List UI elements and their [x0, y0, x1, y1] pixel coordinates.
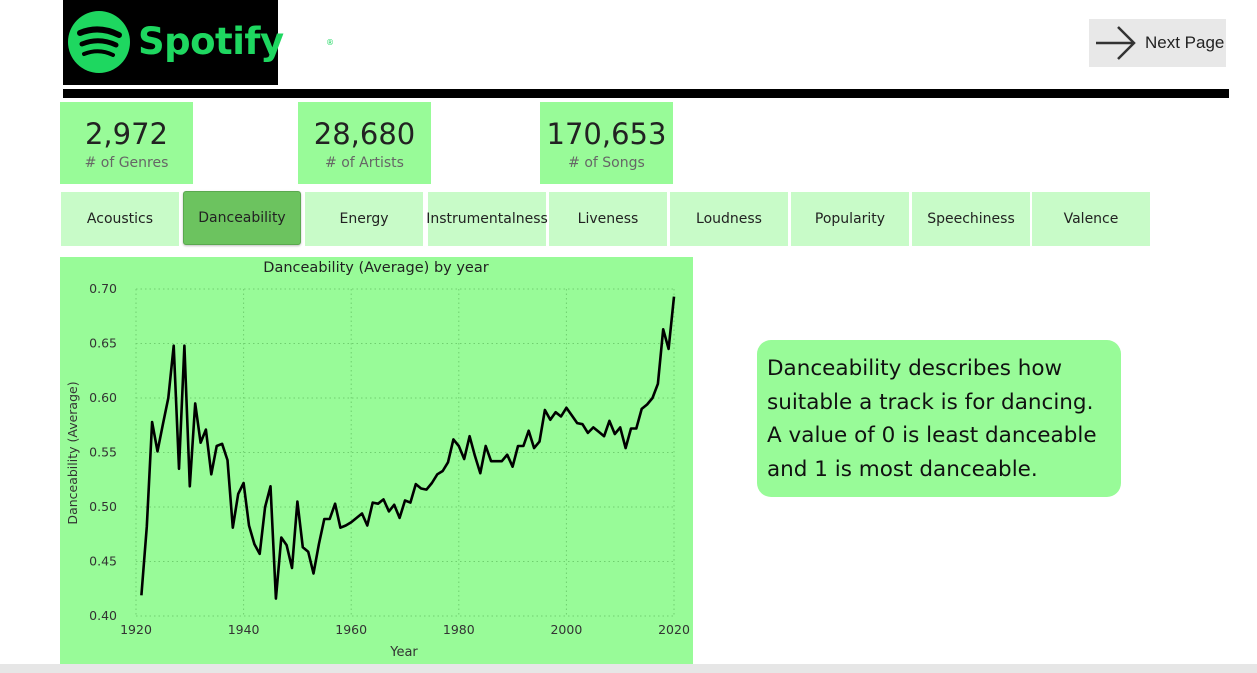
- x-tick-label: 2020: [658, 622, 690, 637]
- tab-popularity[interactable]: Popularity: [791, 192, 909, 246]
- description-box: Danceability describes how suitable a tr…: [757, 340, 1121, 497]
- x-tick-label: 1980: [443, 622, 475, 637]
- songs-count: 170,653: [546, 117, 667, 151]
- y-tick-label: 0.55: [89, 445, 117, 460]
- y-tick-label: 0.40: [89, 608, 117, 623]
- y-tick-label: 0.60: [89, 390, 117, 405]
- chart-title: Danceability (Average) by year: [263, 260, 488, 276]
- y-tick-label: 0.70: [89, 281, 117, 296]
- logo-wordmark: Spotify: [138, 20, 284, 63]
- bottom-scroll-bar: [0, 664, 1257, 673]
- songs-card: 170,653 # of Songs: [540, 102, 673, 184]
- y-tick-label: 0.45: [89, 554, 117, 569]
- danceability-line-chart: Danceability (Average) by year 0.400.450…: [65, 260, 690, 660]
- songs-label: # of Songs: [568, 155, 645, 171]
- x-tick-label: 1960: [335, 622, 367, 637]
- arrow-right-icon: [1096, 26, 1136, 60]
- description-text: Danceability describes how suitable a tr…: [767, 356, 1097, 482]
- chart-grid: [135, 288, 675, 617]
- spotify-logo-icon: [68, 11, 130, 73]
- danceability-series-line: [140, 296, 676, 600]
- artists-label: # of Artists: [325, 155, 404, 171]
- y-axis-ticks: 0.40 0.45 0.50 0.55 0.60 0.65 0.70: [89, 281, 117, 623]
- tab-loudness[interactable]: Loudness: [670, 192, 788, 246]
- genres-count: 2,972: [84, 117, 169, 151]
- y-tick-label: 0.50: [89, 499, 117, 514]
- logo-registered-mark: ®: [326, 38, 334, 47]
- tab-acoustics[interactable]: Acoustics: [61, 192, 179, 246]
- tab-liveness[interactable]: Liveness: [549, 192, 667, 246]
- x-axis-label: Year: [389, 645, 418, 660]
- next-page-button[interactable]: Next Page: [1089, 19, 1226, 67]
- artists-count: 28,680: [313, 117, 416, 151]
- next-page-label: Next Page: [1145, 33, 1225, 52]
- spotify-logo: Spotify ®: [63, 0, 334, 85]
- x-tick-label: 1920: [120, 622, 152, 637]
- tab-energy[interactable]: Energy: [305, 192, 423, 246]
- genres-label: # of Genres: [84, 155, 169, 171]
- danceability-chart: Danceability (Average) by year 0.40 0.45 0…: [60, 257, 693, 664]
- x-tick-label: 2000: [550, 622, 582, 637]
- y-tick-label: 0.65: [89, 336, 117, 351]
- y-axis-label: Danceability (Average): [65, 381, 80, 524]
- tab-valence[interactable]: Valence: [1032, 192, 1150, 246]
- artists-card: 28,680 # of Artists: [298, 102, 431, 184]
- tab-danceability[interactable]: Danceability: [183, 191, 301, 245]
- tab-speechiness[interactable]: Speechiness: [912, 192, 1030, 246]
- header-divider: [63, 89, 1229, 98]
- tab-instrumentalness[interactable]: Instrumentalness: [426, 192, 548, 246]
- genres-card: 2,972 # of Genres: [60, 102, 193, 184]
- x-axis-ticks: 1920 1940 1960 1980 2000 2020: [120, 622, 690, 637]
- x-tick-label: 1940: [228, 622, 260, 637]
